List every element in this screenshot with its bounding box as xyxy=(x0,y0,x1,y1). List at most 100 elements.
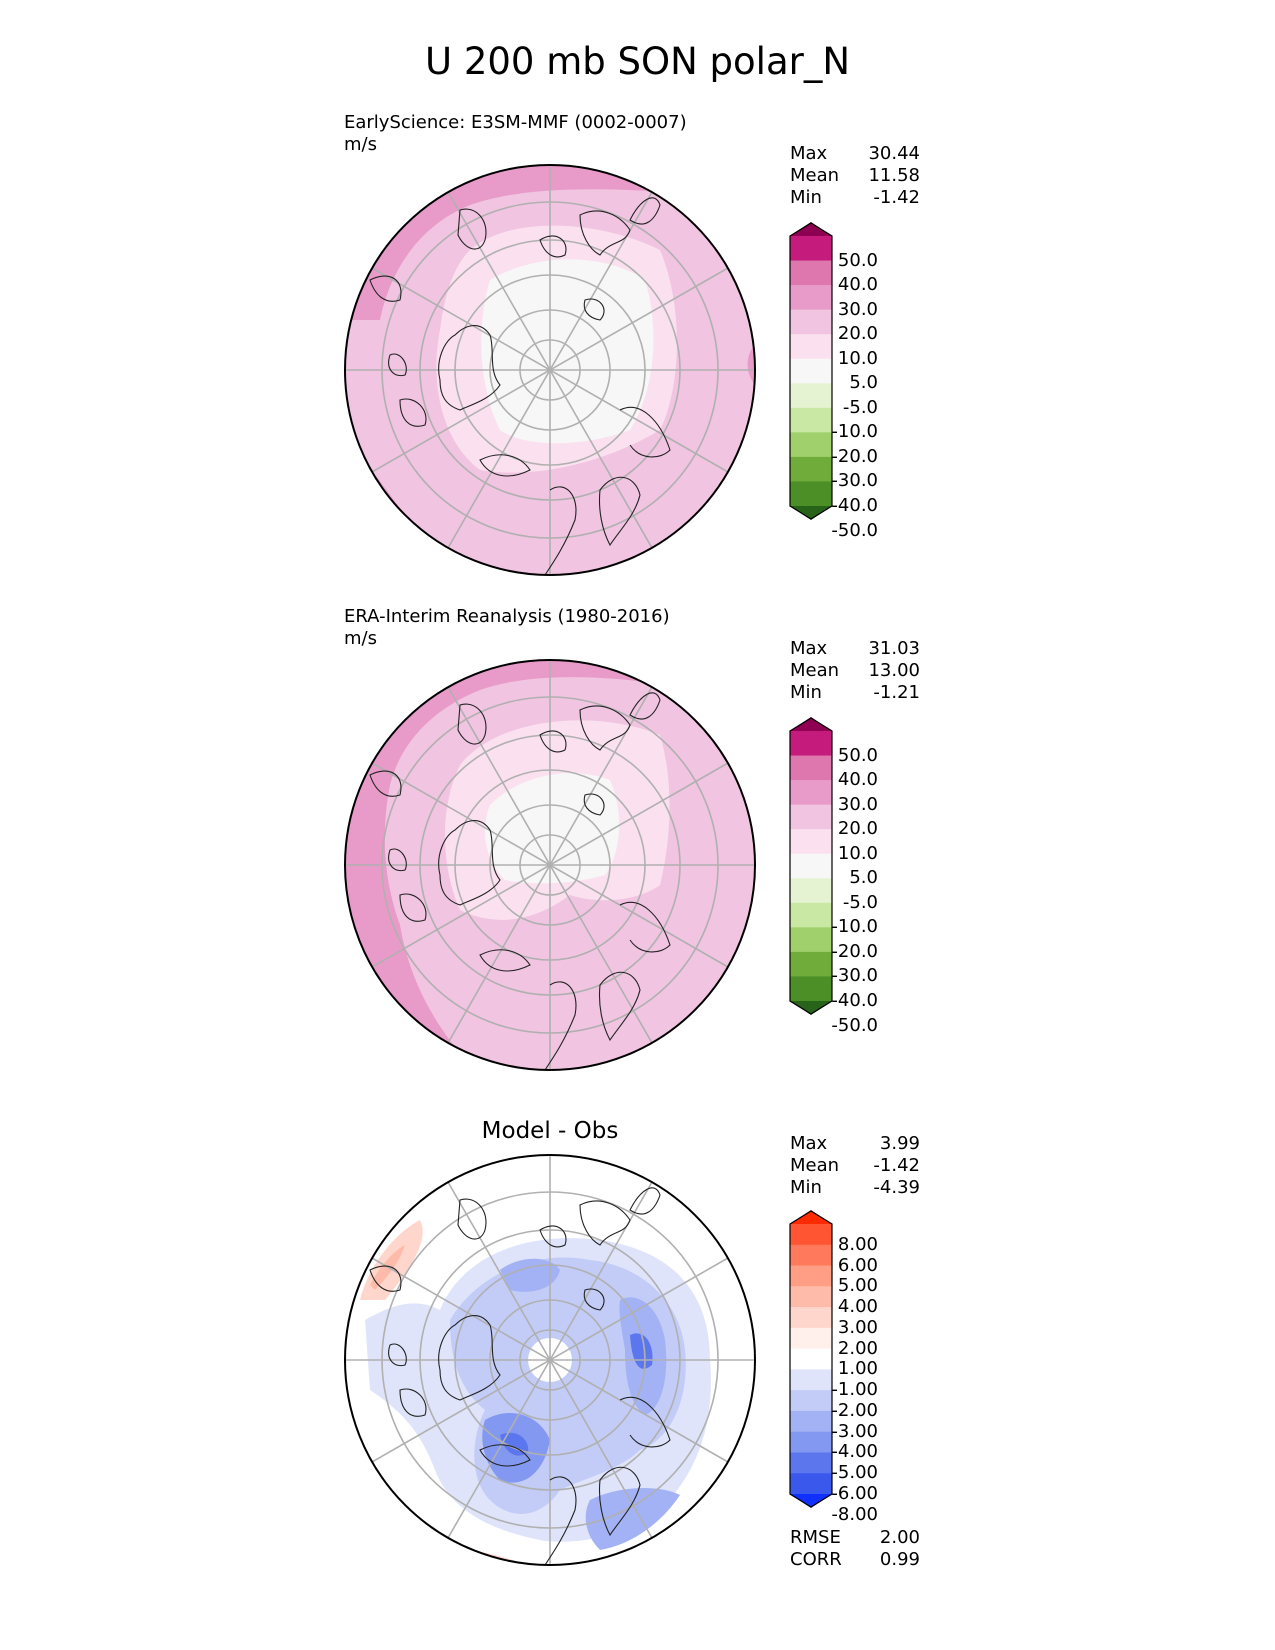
colorbar-bin xyxy=(790,456,832,482)
colorbar-tick-label: 30.0 xyxy=(837,298,878,320)
colorbar-bin xyxy=(790,432,832,458)
colorbar-bin xyxy=(790,1244,832,1267)
colorbar-tick-label: -4.00 xyxy=(831,1441,878,1463)
colorbar-bin xyxy=(790,1224,832,1246)
colorbar-tick-label: 20.0 xyxy=(837,323,878,345)
colorbar-tick-label: -5.00 xyxy=(831,1462,878,1484)
colorbar-bin xyxy=(790,878,832,904)
panel-diff-colorbar-ticks: 8.00 6.00 5.00 4.00 3.00 2.00 1.00 -1.00 -2.00 -3… xyxy=(808,1230,888,1525)
colorbar-bin xyxy=(790,951,832,977)
colorbar-bin xyxy=(790,1286,832,1308)
stat-row: Max 31.03 xyxy=(790,638,920,659)
panel-test-colorbar-ticks: 50.0 40.0 30.0 20.0 10.0 5.0 -5.0 -10.0 -20.0 -30… xyxy=(808,236,888,541)
panel-ref-units: m/s xyxy=(344,628,377,649)
colorbar-tick-label: -20.0 xyxy=(831,940,878,962)
colorbar-tick-label: 3.00 xyxy=(837,1316,878,1338)
colorbar-tick-label: -30.0 xyxy=(831,965,878,987)
colorbar-tick-label: 5.0 xyxy=(849,867,878,889)
panel-ref-coastlines xyxy=(369,692,671,1071)
panel-test-units: m/s xyxy=(344,134,377,155)
panel-diff-extra-stats: RMSE 2.00 CORR 0.99 xyxy=(790,1527,920,1571)
colorbar-tick-label: -40.0 xyxy=(831,990,878,1011)
panel-test-colorbar xyxy=(789,222,833,520)
colorbar-tick-label: -20.0 xyxy=(831,445,878,467)
colorbar-tick-label: -10.0 xyxy=(831,421,878,443)
panel-ref-title: ERA-Interim Reanalysis (1980-2016) m/s xyxy=(344,606,670,650)
colorbar-tick-label: 4.00 xyxy=(837,1296,878,1318)
stat-row: Mean -1.42 xyxy=(790,1155,920,1176)
panel-test-boundary xyxy=(344,164,756,576)
colorbar-tick-label: -50.0 xyxy=(831,519,878,541)
panel-ref-field-low xyxy=(485,773,620,884)
colorbar-bin xyxy=(790,1410,832,1433)
stat-row: Min -4.39 xyxy=(790,1177,920,1198)
colorbar-bin xyxy=(790,1369,832,1391)
colorbar-extend-max xyxy=(790,1210,832,1224)
colorbar-bin xyxy=(790,1473,832,1495)
colorbar-bin xyxy=(790,731,832,757)
colorbar-bin xyxy=(790,755,832,781)
colorbar-tick-label: 1.00 xyxy=(837,1358,878,1380)
panel-diff-title: Model - Obs xyxy=(481,1118,619,1144)
colorbar-outline xyxy=(789,717,833,1015)
colorbar-bin xyxy=(790,1307,832,1329)
panel-ref-colorbar xyxy=(789,717,833,1015)
colorbar-outline xyxy=(789,222,833,520)
colorbar-bin xyxy=(790,927,832,953)
colorbar-bin xyxy=(790,1452,832,1474)
colorbar-tick-label: 10.0 xyxy=(837,347,878,369)
colorbar-bin xyxy=(790,1348,832,1370)
panel-test-stats: Max 30.44 Mean 11.58 Min -1.42 xyxy=(790,143,920,209)
panel-diff-graticule xyxy=(345,1155,755,1565)
stat-row: Max 3.99 xyxy=(790,1133,920,1154)
colorbar-extend-min xyxy=(790,1494,832,1508)
colorbar-tick-label: -3.00 xyxy=(831,1420,878,1442)
colorbar-tick-label: 2.00 xyxy=(837,1337,878,1359)
stat-row: Min -1.21 xyxy=(790,682,920,703)
colorbar-tick-label: 40.0 xyxy=(837,769,878,791)
stat-row: Max 30.44 xyxy=(790,143,920,164)
colorbar-bin xyxy=(790,1431,832,1453)
colorbar-bin xyxy=(790,853,832,879)
colorbar-tick-label: -30.0 xyxy=(831,470,878,492)
colorbar-tick-label: 30.0 xyxy=(837,793,878,815)
panel-diff-map xyxy=(344,1154,756,1566)
colorbar-bin xyxy=(790,285,832,311)
colorbar-extend-min xyxy=(790,506,832,520)
colorbar-tick-label: -6.00 xyxy=(831,1483,878,1504)
panel-diff-field-negative-north xyxy=(500,1258,560,1292)
colorbar-tick-label: 6.00 xyxy=(837,1254,878,1276)
colorbar-extend-min xyxy=(790,1001,832,1015)
panel-test-field-high-north xyxy=(345,165,755,320)
stat-row: Mean 11.58 xyxy=(790,165,920,186)
colorbar-extend-max xyxy=(790,222,832,236)
colorbar-tick-label: 50.0 xyxy=(837,744,878,766)
panel-ref-map xyxy=(344,659,756,1071)
colorbar-tick-label: -8.00 xyxy=(831,1503,878,1525)
colorbar-tick-label: 10.0 xyxy=(837,842,878,864)
panel-test-coastlines xyxy=(369,197,671,576)
colorbar-bin xyxy=(790,407,832,433)
colorbar-tick-label: 20.0 xyxy=(837,818,878,840)
panel-test-field-low xyxy=(481,259,654,444)
colorbar-extend-max xyxy=(790,717,832,731)
panel-diff-colorbar xyxy=(789,1210,833,1508)
colorbar-bin xyxy=(790,780,832,806)
panel-diff-stats: Max 3.99 Mean -1.42 Min -4.39 xyxy=(790,1133,920,1199)
colorbar-tick-label: -1.00 xyxy=(831,1379,878,1401)
colorbar-bin xyxy=(790,1265,832,1287)
colorbar-bin xyxy=(790,383,832,409)
stat-row: Mean 13.00 xyxy=(790,660,920,681)
colorbar-tick-label: 50.0 xyxy=(837,249,878,271)
colorbar-bin xyxy=(790,481,832,507)
panel-test-map xyxy=(344,164,756,576)
panel-ref-boundary xyxy=(344,659,756,1071)
colorbar-bin xyxy=(790,236,832,262)
colorbar-tick-label: 40.0 xyxy=(837,274,878,296)
panel-ref-title-line1: ERA-Interim Reanalysis (1980-2016) xyxy=(344,606,670,627)
colorbar-bin xyxy=(790,976,832,1002)
colorbar-tick-label: -10.0 xyxy=(831,916,878,938)
colorbar-tick-label: -40.0 xyxy=(831,495,878,516)
panel-ref-graticule xyxy=(345,660,755,1070)
panel-test-graticule xyxy=(345,165,755,575)
